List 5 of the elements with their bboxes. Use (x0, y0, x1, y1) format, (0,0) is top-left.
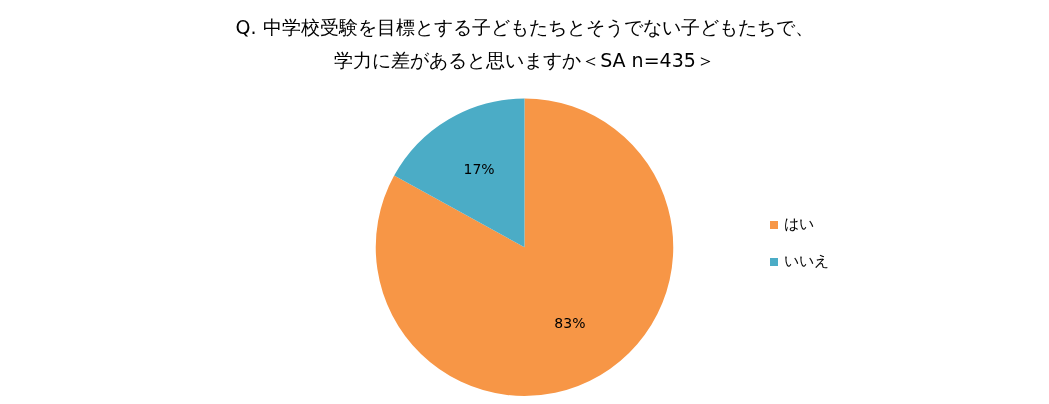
legend-label: はい (784, 215, 814, 234)
chart-title: Q. 中学校受験を目標とする子どもたちとそうでない子どもたちで、学力に差があると思いますか＜SA n=435＞ (235, 15, 814, 71)
data-label: 17% (463, 161, 495, 178)
data-label: 83% (554, 314, 586, 331)
legend-label: いいえ (784, 252, 829, 271)
